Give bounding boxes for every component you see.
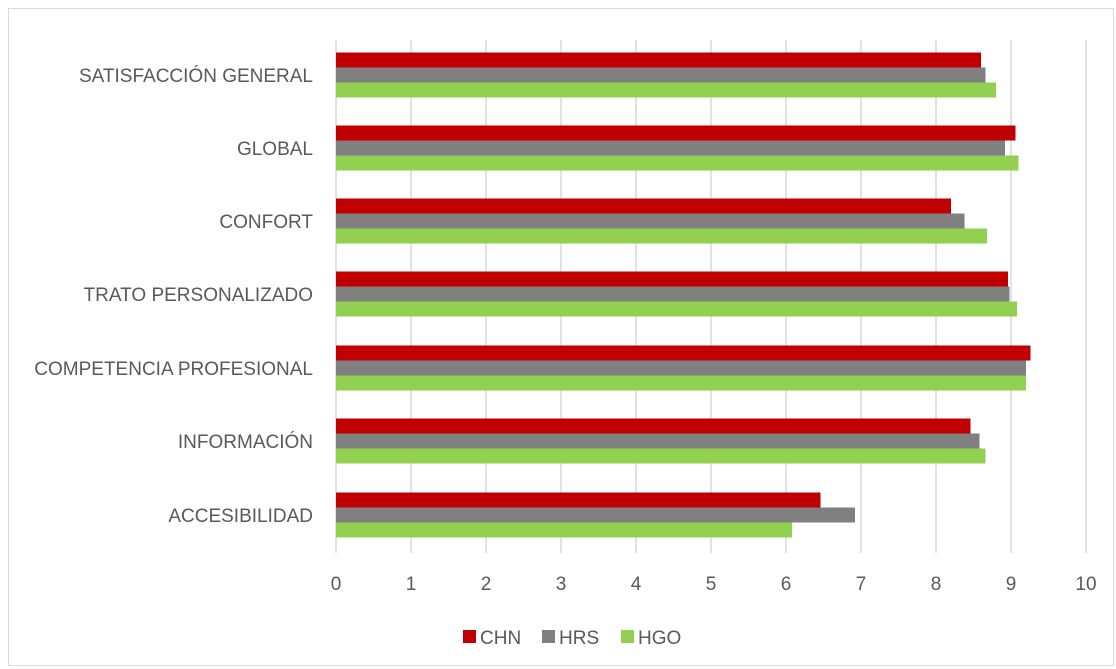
x-tick-label: 1	[406, 574, 417, 595]
category-label: ACCESIBILIDAD	[168, 506, 313, 527]
legend-item-hgo[interactable]: HGO	[621, 628, 681, 649]
bar-hrs-5	[336, 433, 980, 449]
category-label: COMPETENCIA PROFESIONAL	[34, 359, 313, 380]
legend-swatch	[621, 630, 634, 643]
bar-hrs-4	[336, 360, 1026, 376]
x-tick-label: 3	[556, 574, 567, 595]
category-label: SATISFACCIÓN GENERAL	[79, 65, 313, 87]
category-label: TRATO PERSONALIZADO	[84, 285, 313, 306]
legend-label: HRS	[559, 628, 599, 649]
bar-hgo-6	[336, 522, 792, 538]
bar-hgo-0	[336, 82, 996, 98]
bars	[336, 52, 1031, 538]
x-tick-label: 0	[331, 574, 342, 595]
x-tick-label: 8	[931, 574, 942, 595]
bar-hgo-1	[336, 155, 1019, 171]
bar-chn-6	[336, 492, 821, 508]
x-tick-label: 2	[481, 574, 492, 595]
x-tick-label: 4	[631, 574, 642, 595]
category-label: GLOBAL	[237, 139, 313, 160]
category-label: INFORMACIÓN	[178, 431, 313, 453]
legend-swatch	[463, 630, 476, 643]
bar-chn-4	[336, 345, 1031, 361]
bar-hrs-3	[336, 286, 1010, 302]
legend-item-hrs[interactable]: HRS	[542, 628, 599, 649]
bar-hrs-2	[336, 213, 965, 229]
x-tick-label: 5	[706, 574, 717, 595]
bar-chn-2	[336, 198, 951, 214]
bar-hgo-3	[336, 301, 1017, 317]
bar-hgo-5	[336, 448, 986, 464]
legend[interactable]: CHN HRS HGO	[463, 628, 681, 649]
x-tick-label: 7	[856, 574, 867, 595]
legend-swatch	[542, 630, 555, 643]
x-tick-label: 9	[1006, 574, 1017, 595]
bar-hgo-2	[336, 228, 987, 244]
bar-chn-1	[336, 125, 1016, 141]
legend-label: CHN	[480, 628, 521, 649]
x-tick-label: 6	[781, 574, 792, 595]
legend-label: HGO	[638, 628, 681, 649]
bar-chn-0	[336, 52, 981, 68]
bar-chn-5	[336, 418, 971, 434]
legend-item-chn[interactable]: CHN	[463, 628, 521, 649]
x-axis-tick-labels: 0 1 2 3 4 5 6 7 8 9 10	[331, 574, 1097, 595]
bar-hrs-0	[336, 67, 986, 83]
x-tick-label: 10	[1075, 574, 1096, 595]
bar-hrs-1	[336, 140, 1005, 156]
bar-hgo-4	[336, 375, 1026, 391]
bar-hrs-6	[336, 507, 855, 523]
category-label: CONFORT	[219, 212, 313, 233]
bar-chn-3	[336, 271, 1008, 287]
category-labels: SATISFACCIÓN GENERAL GLOBAL CONFORT TRATO P…	[34, 65, 313, 527]
